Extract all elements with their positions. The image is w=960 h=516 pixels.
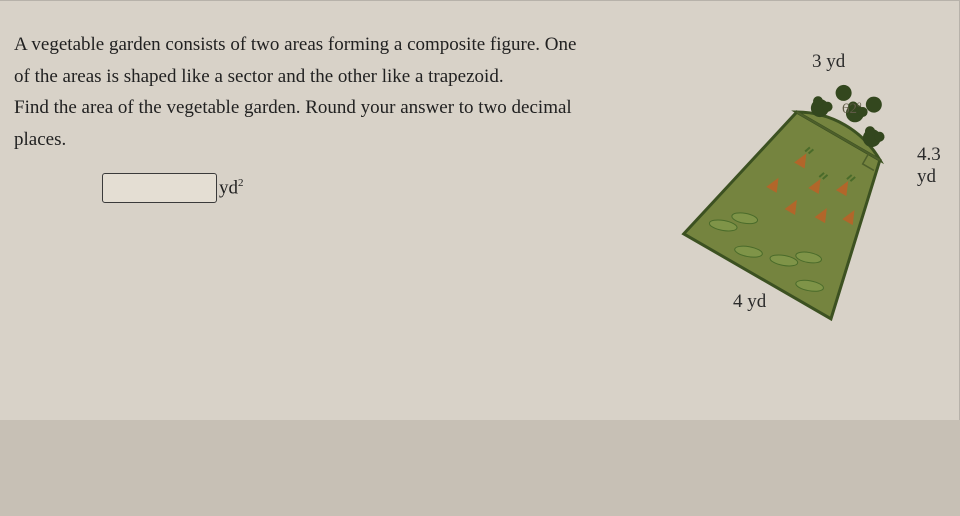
label-62deg: 62o [842,99,862,118]
answer-unit: yd2 [219,177,244,199]
label-4-3yd: 4.3 yd [917,144,947,188]
problem-text: A vegetable garden consists of two areas… [14,31,654,157]
problem-line-4: places. [14,126,654,154]
problem-line-1: A vegetable garden consists of two areas… [14,31,654,59]
label-4yd: 4 yd [733,291,766,313]
answer-input[interactable] [102,173,217,203]
question-panel: A vegetable garden consists of two areas… [0,0,960,420]
angle-exp: o [857,99,862,109]
garden-svg [637,59,947,379]
unit-base: yd [219,177,238,198]
unit-exp: 2 [238,177,244,189]
problem-line-3: Find the area of the vegetable garden. R… [14,94,654,122]
answer-row: yd2 [102,173,244,203]
garden-figure: 3 yd 62o 4.3 yd 4 yd [637,59,947,379]
problem-line-2: of the areas is shaped like a sector and… [14,63,654,91]
label-3yd: 3 yd [812,51,845,73]
angle-base: 62 [842,101,857,117]
